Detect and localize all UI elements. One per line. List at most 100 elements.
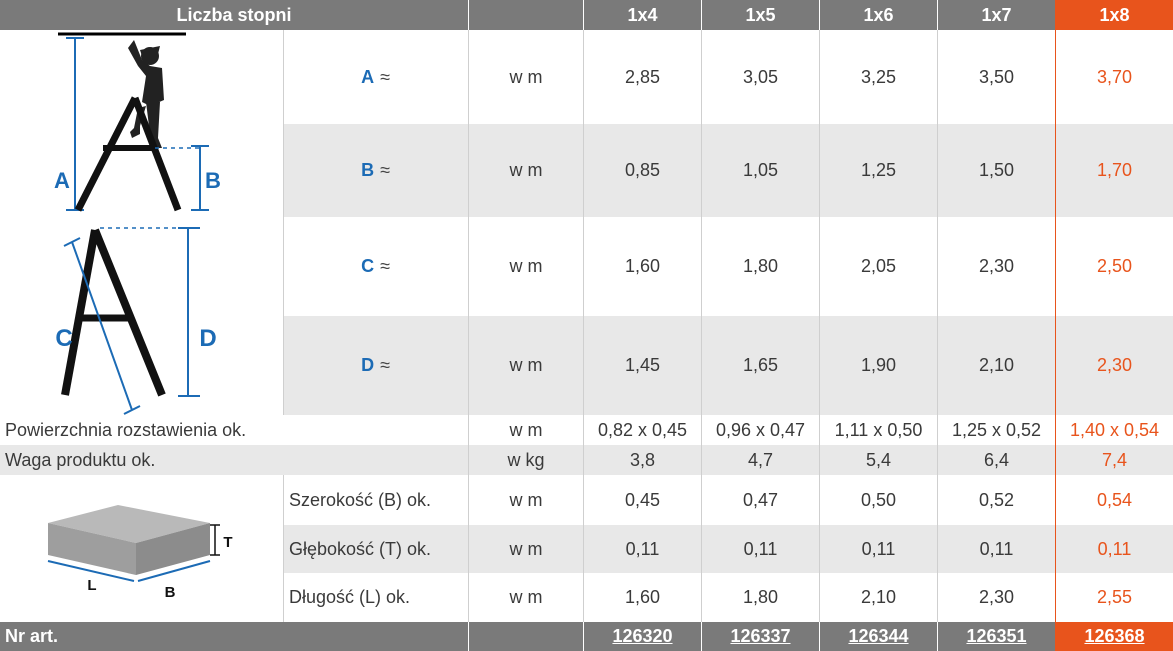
pack-row-value: 0,54: [1056, 475, 1173, 525]
dim-d-arrow: [178, 227, 200, 397]
dim-row-value: 2,50: [1056, 217, 1173, 316]
pack-row-value: 2,55: [1056, 573, 1173, 622]
article-cell: 126351: [938, 622, 1055, 651]
article-cell: 126344: [820, 622, 937, 651]
dim-letter: C: [361, 256, 375, 276]
pack-row-value: 0,52: [938, 475, 1055, 525]
pack-row-unit: w m: [469, 573, 583, 622]
pack-row-value: 2,10: [820, 573, 937, 622]
pack-row-value: 0,47: [702, 475, 819, 525]
ladder-front-leg-upper: [74, 96, 139, 212]
dim-row-unit: w m: [469, 217, 583, 316]
header-col-1x6: 1x6: [820, 0, 937, 30]
footprint-value: 0,96 x 0,47: [702, 415, 819, 445]
pack-row-label: Głębokość (T) ok.: [284, 525, 468, 573]
weight-value: 4,7: [702, 445, 819, 475]
pack-row-unit: w m: [469, 475, 583, 525]
footprint-value: 0,82 x 0,45: [584, 415, 701, 445]
article-cell: 126368: [1056, 622, 1173, 651]
dim-l-label: L: [87, 577, 96, 594]
weight-label: Waga produktu ok.: [0, 445, 468, 475]
weight-value: 6,4: [938, 445, 1055, 475]
article-number-link[interactable]: 126320: [612, 626, 673, 646]
dim-row-label: D ≈: [284, 316, 468, 415]
weight-value: 5,4: [820, 445, 937, 475]
dim-row-label: C ≈: [284, 217, 468, 316]
dim-row-value: 1,50: [938, 124, 1055, 217]
dim-b-arrow: [191, 145, 209, 211]
dim-letter: A: [361, 66, 375, 87]
dim-row-unit: w m: [469, 124, 583, 217]
dim-row-value: 2,85: [584, 30, 701, 124]
dim-c-arrow: [63, 237, 141, 415]
dim-row-unit: w m: [469, 30, 583, 124]
ladder-diagram: A B: [0, 30, 283, 415]
header-col-1x4: 1x4: [584, 0, 701, 30]
dim-row-value: 1,80: [702, 217, 819, 316]
dim-row-value: 2,30: [1056, 316, 1173, 415]
article-label: Nr art.: [0, 622, 468, 651]
article-cell: 126320: [584, 622, 701, 651]
package-diagram-svg: T L B: [47, 505, 233, 601]
weight-unit: w kg: [469, 445, 583, 475]
article-number-link[interactable]: 126337: [730, 626, 791, 646]
dim-row-value: 1,90: [820, 316, 937, 415]
box-front: [48, 523, 136, 575]
dim-row-value: 3,05: [702, 30, 819, 124]
dim-c-label: C: [55, 325, 72, 352]
pack-row-label: Szerokość (B) ok.: [284, 475, 468, 525]
approx-sign: ≈: [380, 66, 390, 87]
dim-row-value: 3,70: [1056, 30, 1173, 124]
dim-row-value: 1,60: [584, 217, 701, 316]
ladder-front-leg-lower: [61, 229, 99, 396]
header-col-1x8: 1x8: [1056, 0, 1173, 30]
footprint-value: 1,11 x 0,50: [820, 415, 937, 445]
footprint-value: 1,40 x 0,54: [1056, 415, 1173, 445]
dim-b-label: B: [205, 168, 221, 193]
dim-d-label: D: [199, 325, 216, 352]
pack-row-value: 0,11: [938, 525, 1055, 573]
ladder-back-leg-lower: [91, 228, 166, 397]
footprint-unit: w m: [469, 415, 583, 445]
approx-sign: ≈: [380, 256, 390, 276]
pack-row-value: 0,45: [584, 475, 701, 525]
article-number-link[interactable]: 126351: [966, 626, 1027, 646]
package-diagram: T L B: [0, 475, 283, 622]
dim-row-value: 3,50: [938, 30, 1055, 124]
weight-value: 7,4: [1056, 445, 1173, 475]
dim-row-value: 2,05: [820, 217, 937, 316]
dim-t-arrow: [210, 524, 220, 556]
dim-l-arrow: [47, 560, 135, 582]
dim-row-value: 0,85: [584, 124, 701, 217]
dim-b2-arrow: [137, 560, 211, 582]
dim-row-label: B ≈: [284, 124, 468, 217]
article-number-link[interactable]: 126344: [848, 626, 909, 646]
header-col-1x5: 1x5: [702, 0, 819, 30]
approx-sign: ≈: [380, 355, 390, 375]
header-unit-blank: [469, 0, 583, 30]
box-side: [136, 523, 210, 575]
article-number-link[interactable]: 126368: [1084, 626, 1145, 646]
dim-row-value: 1,65: [702, 316, 819, 415]
weight-value: 3,8: [584, 445, 701, 475]
dim-row-label: A ≈: [284, 30, 468, 124]
dim-row-unit: w m: [469, 316, 583, 415]
pack-row-value: 2,30: [938, 573, 1055, 622]
dim-a-label: A: [54, 168, 70, 193]
pack-row-unit: w m: [469, 525, 583, 573]
footprint-label: Powierzchnia rozstawienia ok.: [0, 415, 468, 445]
dim-t-label: T: [223, 534, 232, 551]
article-unit-blank: [469, 622, 583, 651]
header-col-1x7: 1x7: [938, 0, 1055, 30]
dim-row-value: 1,45: [584, 316, 701, 415]
pack-row-value: 1,80: [702, 573, 819, 622]
ladder-diagram-svg: A B: [54, 32, 221, 415]
pack-row-value: 0,11: [820, 525, 937, 573]
ladder-back-leg-upper: [131, 96, 182, 212]
box-top: [48, 505, 210, 543]
footprint-value: 1,25 x 0,52: [938, 415, 1055, 445]
dim-row-value: 2,30: [938, 217, 1055, 316]
approx-sign: ≈: [380, 160, 390, 180]
dim-b2-label: B: [165, 584, 176, 601]
